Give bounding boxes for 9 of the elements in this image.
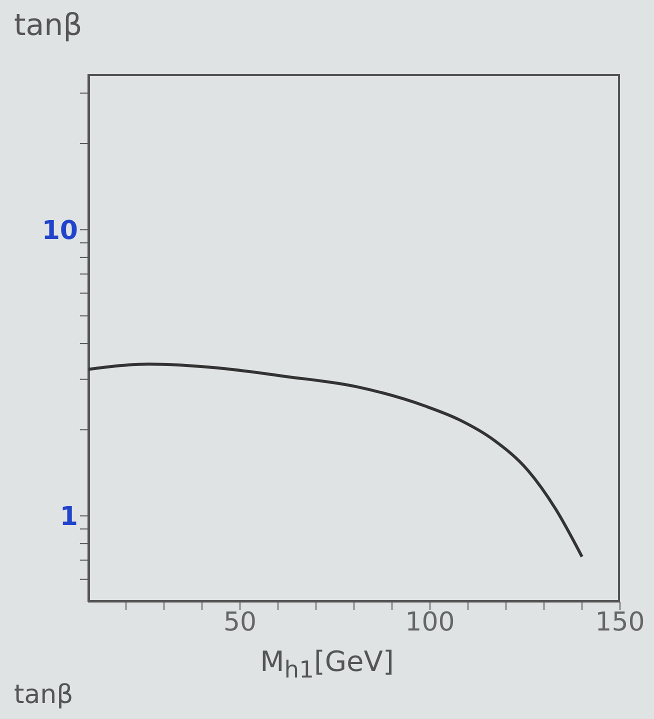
y-tick-label: 10 xyxy=(42,216,78,246)
x-tick-label: 150 xyxy=(595,607,645,638)
line-series xyxy=(88,362,584,558)
x-axis-title: M$_{h1}$[GeV] xyxy=(260,645,394,684)
text: tanβ xyxy=(14,680,74,710)
y-axis-title: tanβ xyxy=(14,8,82,43)
x-tick-label: 50 xyxy=(223,607,257,638)
x-tick-label: 100 xyxy=(405,607,455,638)
y-tick-label: 1 xyxy=(60,502,78,532)
